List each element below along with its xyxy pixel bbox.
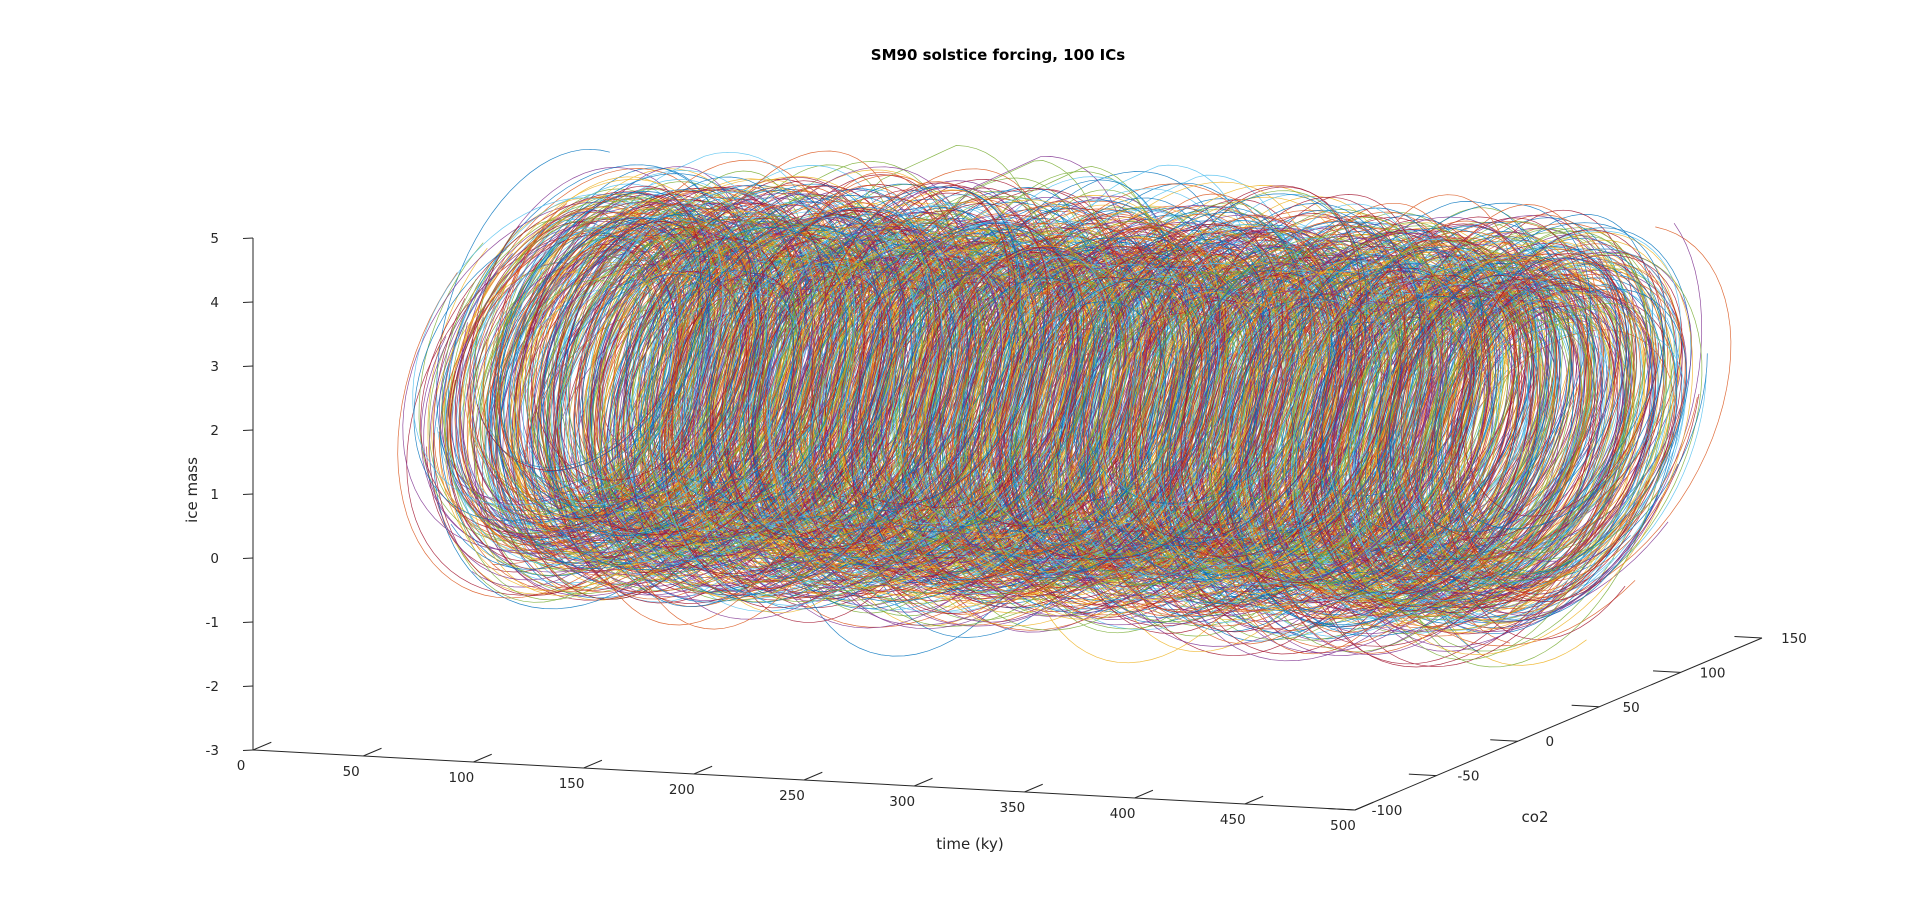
z-tick-label: 2 <box>210 423 219 439</box>
x-tick-mark <box>363 747 382 757</box>
z-tick-label: -3 <box>206 743 219 759</box>
trajectory-line <box>476 182 1659 604</box>
x-tick-label: 500 <box>1330 818 1356 834</box>
y-tick-mark <box>1490 739 1518 742</box>
z-axis-label: ice mass <box>183 457 201 523</box>
y-tick-label: 150 <box>1781 631 1807 647</box>
trajectory-line <box>432 217 1626 640</box>
trajectory-line <box>511 193 1642 620</box>
z-tick-label: 5 <box>210 231 219 247</box>
x-tick-label: 350 <box>1000 800 1026 816</box>
z-tick-mark <box>242 365 254 367</box>
z-tick-mark <box>242 237 254 239</box>
x-tick-mark <box>1024 783 1043 793</box>
x-tick-mark <box>914 777 933 787</box>
trajectory-line <box>508 176 1665 618</box>
chart-title: SM90 solstice forcing, 100 ICs <box>871 46 1125 64</box>
plot-area: 0 50 100 150 200 250 300 350 400 450 500-100-50050… <box>206 145 1807 834</box>
x-tick-label: 50 <box>343 764 360 780</box>
trajectory-line <box>498 171 1628 607</box>
y-tick-label: -100 <box>1372 803 1403 819</box>
x-tick-mark <box>583 759 603 769</box>
z-tick-mark <box>242 685 254 687</box>
trajectory-line <box>495 207 1634 605</box>
y-tick-label: 0 <box>1546 734 1555 750</box>
axes-3d: 0 50 100 150 200 250 300 350 400 450 500-100-50050… <box>206 231 1807 834</box>
trajectory-line <box>444 178 1694 655</box>
y-axis-line <box>1354 637 1763 811</box>
z-tick-label: 3 <box>210 359 219 375</box>
trajectory-line <box>493 186 1687 602</box>
z-tick-label: 0 <box>210 551 219 567</box>
x-tick-mark <box>1354 801 1374 811</box>
x-tick-mark <box>1244 795 1264 805</box>
z-tick-mark <box>242 557 254 559</box>
z-tick-label: -2 <box>206 679 219 695</box>
x-tick-label: 100 <box>449 770 475 786</box>
x-tick-mark <box>803 771 823 781</box>
x-tick-label: 450 <box>1220 812 1246 828</box>
trajectory-lines <box>397 145 1732 668</box>
y-tick-mark <box>1327 808 1356 811</box>
trajectory-line <box>499 186 1665 628</box>
trajectory-line <box>495 219 1667 617</box>
trajectory-line <box>483 185 1648 655</box>
y-axis-label: co2 <box>1522 808 1549 826</box>
x-tick-mark <box>693 765 713 775</box>
z-tick-label: -1 <box>206 615 219 631</box>
z-tick-mark <box>242 301 254 303</box>
x-tick-mark <box>252 741 272 751</box>
z-tick-mark <box>242 493 254 495</box>
x-tick-label: 400 <box>1110 806 1136 822</box>
y-tick-mark <box>1734 636 1763 639</box>
y-tick-mark <box>1571 704 1600 708</box>
y-tick-label: -50 <box>1457 769 1479 785</box>
x-axis-label: time (ky) <box>936 835 1003 853</box>
x-tick-mark <box>473 753 492 763</box>
x-tick-mark <box>1134 789 1154 799</box>
z-tick-label: 1 <box>210 487 219 503</box>
trajectory-line <box>469 192 1664 614</box>
z-tick-mark <box>242 429 254 431</box>
x-tick-label: 0 <box>237 758 246 774</box>
x-tick-label: 150 <box>559 776 585 792</box>
z-tick-label: 4 <box>210 295 219 311</box>
z-tick-mark <box>242 749 254 751</box>
y-tick-mark <box>1653 670 1681 673</box>
trajectory-line <box>455 166 1663 662</box>
trajectory-line <box>472 216 1624 595</box>
x-tick-label: 200 <box>669 782 695 798</box>
y-tick-mark <box>1408 773 1437 777</box>
z-tick-mark <box>242 621 254 623</box>
y-tick-label: 50 <box>1623 700 1640 716</box>
x-tick-label: 250 <box>779 788 805 804</box>
y-tick-label: 100 <box>1700 665 1726 681</box>
x-tick-label: 300 <box>889 794 915 810</box>
